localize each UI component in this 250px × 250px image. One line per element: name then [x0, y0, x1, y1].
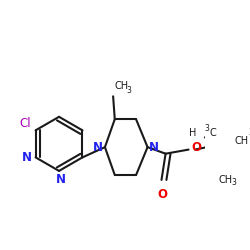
- Text: N: N: [149, 141, 159, 154]
- Text: H: H: [189, 128, 197, 138]
- Text: CH: CH: [234, 136, 248, 145]
- Text: 3: 3: [126, 86, 131, 95]
- Text: N: N: [22, 151, 32, 164]
- Text: 3: 3: [204, 124, 209, 133]
- Text: CH: CH: [218, 175, 232, 185]
- Text: N: N: [56, 172, 66, 186]
- Text: O: O: [191, 141, 201, 154]
- Text: Cl: Cl: [20, 117, 32, 130]
- Text: N: N: [93, 141, 103, 154]
- Text: CH: CH: [115, 82, 129, 92]
- Text: 3: 3: [248, 128, 250, 137]
- Text: 3: 3: [231, 178, 236, 187]
- Text: O: O: [157, 188, 167, 201]
- Text: C: C: [209, 128, 216, 138]
